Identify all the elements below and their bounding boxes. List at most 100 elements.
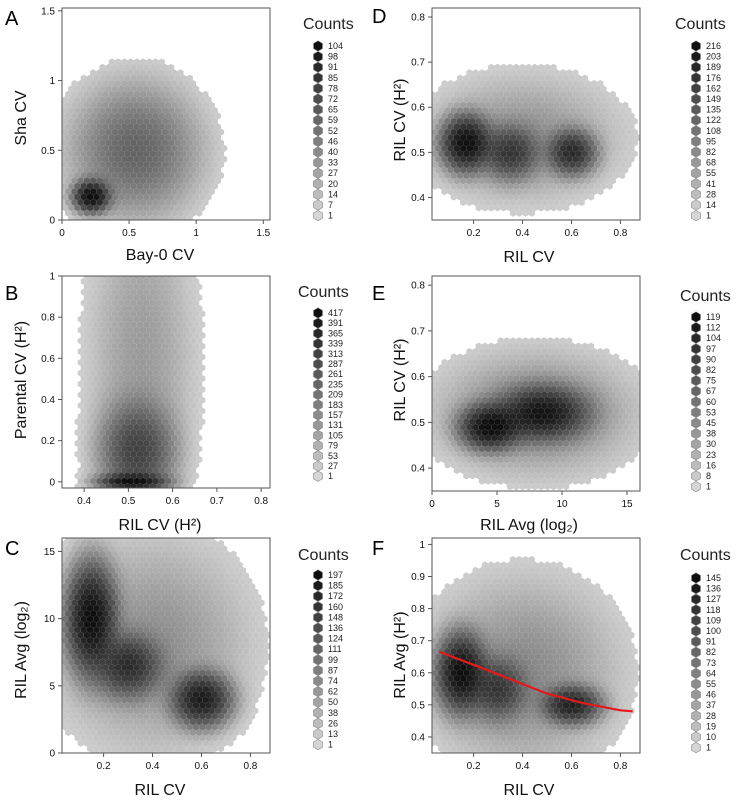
hexbin-cell [531, 353, 538, 361]
hexbin-cell [541, 477, 548, 485]
hexbin-cell [105, 734, 112, 742]
hexbin-cell [90, 283, 97, 291]
hexbin-cell [525, 615, 532, 623]
hexbin-cell [202, 599, 209, 607]
hexbin-cell [538, 74, 545, 82]
hexbin-cell [547, 456, 554, 464]
hexbin-cell [606, 182, 613, 190]
hexbin-cell [572, 69, 579, 77]
hexbin-cell [450, 385, 457, 393]
hexbin-cell [233, 599, 240, 607]
hexbin-cell [581, 385, 588, 393]
hexbin-cell [224, 680, 231, 688]
hexbin-cell [186, 182, 193, 190]
hexbin-cell [186, 150, 193, 158]
hexbin-cell [136, 429, 144, 437]
hexbin-cell [631, 385, 638, 393]
hexbin-cell [525, 117, 532, 125]
hexbin-cell [491, 155, 498, 163]
hexbin-cell [591, 177, 598, 185]
hexbin-cell [619, 429, 626, 437]
hexbin-cell [481, 375, 489, 383]
hexbin-cell [233, 685, 240, 693]
hexbin-cell [86, 450, 94, 458]
hexbin-cell [463, 604, 470, 612]
hexbin-cell [522, 144, 529, 152]
hexbin-cell [174, 418, 181, 426]
hexbin-cell [124, 288, 131, 296]
hexbin-cell [174, 321, 181, 329]
hexbin-cell [525, 128, 532, 136]
hexbin-cell [435, 423, 442, 431]
hexbin-cell [578, 456, 585, 464]
hexbin-cell [149, 342, 156, 350]
hexbin-cell [441, 101, 448, 109]
hexbin-cell [453, 456, 461, 464]
hexbin-cell [556, 117, 563, 125]
hexbin-cell [108, 369, 115, 377]
hexbin-cell [77, 90, 84, 98]
hexbin-cell [146, 134, 153, 142]
hexbin-cell [466, 101, 473, 109]
hexbin-cell [544, 429, 551, 437]
hexbin-cell [133, 402, 140, 410]
hexbin-cell [152, 642, 159, 650]
hexbin-cell [174, 723, 181, 731]
hexbin-cell [460, 456, 467, 464]
hexbin-cell [80, 701, 87, 709]
legend-swatch [691, 353, 701, 365]
hexbin-cell [136, 658, 144, 666]
hexbin-cell [108, 545, 115, 553]
hexbin-cell [456, 375, 464, 383]
hexbin-cell [168, 626, 175, 634]
hexbin-cell [146, 315, 153, 323]
hexbin-cell [161, 550, 168, 558]
hexbin-cell [494, 353, 501, 361]
hexbin-cell [472, 391, 479, 399]
hexbin-cell [603, 112, 610, 120]
plot-area [431, 7, 641, 221]
hexbin-cell [183, 402, 190, 410]
hexbin-cell [591, 188, 598, 196]
hexbin-cell [600, 171, 607, 179]
legend-count-label: 23 [706, 450, 716, 460]
hexbin-cell [68, 637, 75, 645]
hexbin-cell [149, 299, 156, 307]
hexbin-cell [86, 418, 94, 426]
hexbin-cell [525, 396, 532, 404]
hexbin-cell [152, 348, 159, 356]
hexbin-cell [192, 680, 200, 688]
hexbin-cell [127, 588, 134, 596]
hexbin-cell [538, 63, 545, 71]
hexbin-cell [155, 150, 162, 158]
hexbin-cell [506, 150, 514, 158]
hexbin-cell [96, 718, 103, 726]
hexbin-cell [99, 483, 106, 488]
hexbin-cell [183, 434, 190, 442]
hexbin-cell [83, 588, 91, 596]
hexbin-cell [575, 171, 582, 179]
hexbin-cell [115, 434, 122, 442]
hexbin-cell [211, 701, 218, 709]
hexbin-cell [494, 396, 501, 404]
hexbin-cell [600, 461, 607, 469]
hexbin-cell [534, 566, 542, 574]
hexbin-cell [164, 674, 172, 682]
hexbin-cell [183, 477, 190, 485]
hexbin-cell [597, 101, 604, 109]
hexbin-cell [161, 385, 168, 393]
hexbin-cell [192, 85, 200, 93]
hexbin-cell [513, 150, 520, 158]
hexbin-cell [261, 615, 268, 623]
hexbin-cell [541, 391, 548, 399]
hexbin-cell [158, 434, 165, 442]
hexbin-cell [174, 712, 181, 720]
hexbin-cell [158, 545, 165, 553]
hexbin-cell [519, 472, 526, 480]
hexbin-cell [506, 615, 514, 623]
hexbin-cell [224, 712, 231, 720]
hexbin-cell [83, 90, 91, 98]
hexbin-cell [199, 734, 206, 742]
hexbin-cell [186, 310, 193, 318]
hexbin-cell [503, 620, 510, 628]
